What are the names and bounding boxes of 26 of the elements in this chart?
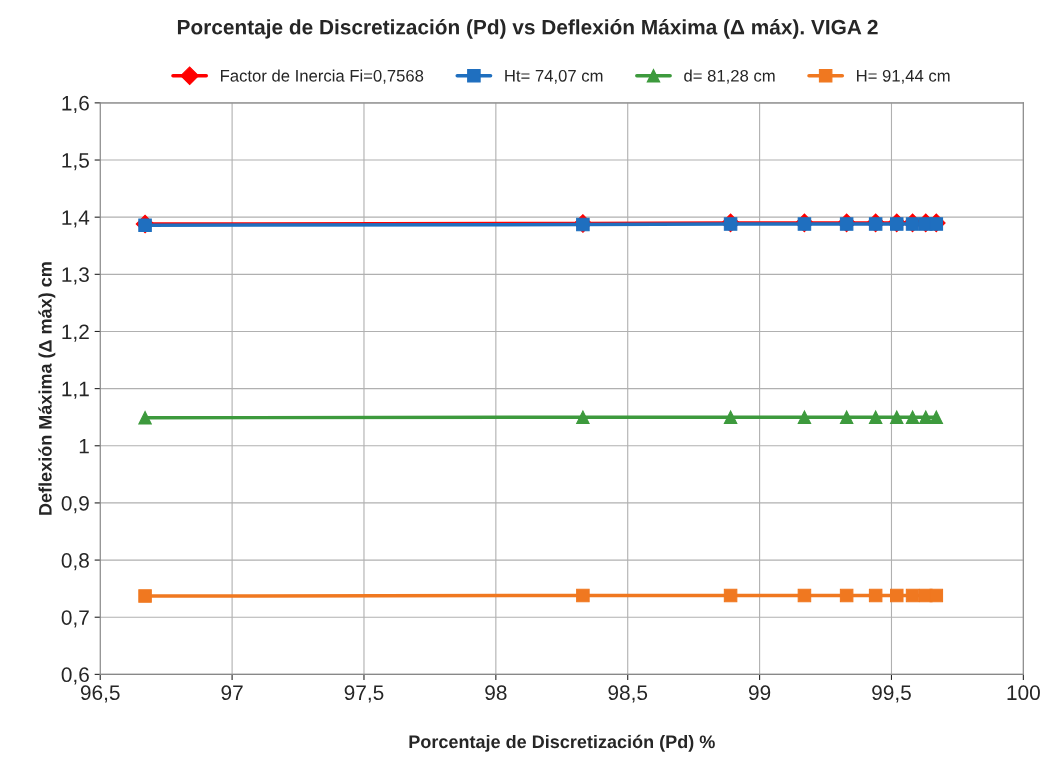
chart-title: Porcentaje de Discretización (Pd) vs Deflexión Máxima (Δ máx). VIGA 2	[177, 19, 878, 39]
y-tick-label: 1,1	[62, 381, 89, 399]
y-tick-label: 0,6	[61, 667, 89, 685]
y-tick-label: 1,5	[62, 153, 89, 171]
x-tick-label: 99	[748, 685, 771, 701]
y-tick-label: 0,9	[61, 495, 89, 514]
x-tick-label: 98,5	[608, 685, 648, 703]
x-tick-label: 97	[221, 685, 243, 701]
y-axis-title: Deflexión Máxima (Δ máx) cm	[38, 262, 56, 515]
x-tick-label: 96,5	[80, 685, 120, 703]
x-tick-label: 100	[1007, 685, 1040, 701]
x-tick-label: 99,5	[872, 685, 911, 703]
legend-label: Ht= 74,07 cm	[505, 69, 603, 84]
y-tick-label: 1,2	[62, 324, 89, 342]
y-tick-label: 1,4	[62, 210, 90, 228]
legend-label: Factor de Inercia Fi=0,7568	[221, 69, 424, 84]
y-tick-label: 0,7	[61, 610, 89, 628]
y-tick-label: 1,3	[62, 267, 89, 285]
y-tick-label: 1	[79, 438, 89, 454]
legend-label: H= 91,44 cm	[857, 69, 950, 84]
x-tick-label: 98	[485, 685, 507, 701]
y-tick-label: 1,6	[62, 95, 89, 114]
legend-label: d= 81,28 cm	[684, 69, 775, 84]
x-axis-title: Porcentaje de Discretización (Pd) %	[409, 734, 715, 752]
x-tick-label: 97,5	[344, 685, 384, 703]
y-tick-label: 0,8	[61, 553, 89, 571]
